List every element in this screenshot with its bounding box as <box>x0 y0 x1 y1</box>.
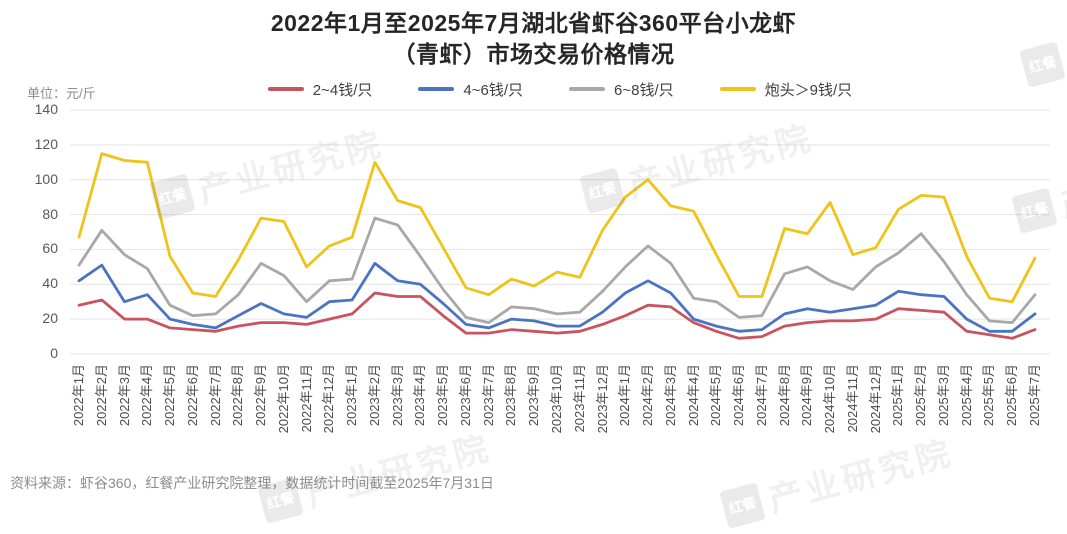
y-axis-label: 100 <box>34 170 58 187</box>
x-axis-label: 2022年12月 <box>321 364 337 434</box>
x-axis-label: 2022年10月 <box>275 364 291 434</box>
x-axis-label: 2024年4月 <box>685 364 701 427</box>
x-axis-label: 2024年7月 <box>753 364 769 427</box>
legend-swatch <box>418 86 455 92</box>
legend-swatch <box>569 86 606 92</box>
y-axis-label: 0 <box>50 345 58 361</box>
series-line-2~4钱/只 <box>77 291 1037 340</box>
x-axis-label: 2024年10月 <box>822 364 838 434</box>
x-axis-label: 2024年3月 <box>662 364 678 427</box>
x-axis-label: 2022年3月 <box>116 364 132 427</box>
legend-item-2~4钱/只: 2~4钱/只 <box>267 79 373 100</box>
x-axis-label: 2025年1月 <box>890 364 906 427</box>
data-source-note: 资料来源：虾谷360，红餐产业研究院整理，数据统计时间截至2025年7月31日 <box>10 475 494 491</box>
x-axis-label: 2025年7月 <box>1027 364 1042 427</box>
legend-item-6~8钱/只: 6~8钱/只 <box>569 79 674 100</box>
series-line-6~8钱/只 <box>77 216 1037 325</box>
x-axis-label: 2024年11月 <box>844 364 860 433</box>
y-axis-label: 80 <box>42 205 58 222</box>
x-axis-label: 2023年4月 <box>412 364 428 427</box>
x-axis-label: 2022年9月 <box>253 364 269 427</box>
legend-swatch <box>719 86 756 92</box>
x-axis-label: 2025年4月 <box>958 364 974 427</box>
x-axis-label: 2023年3月 <box>389 364 405 427</box>
x-axis-label: 2022年2月 <box>93 364 109 427</box>
x-axis-label: 2024年6月 <box>731 364 747 427</box>
legend-label: 6~8钱/只 <box>614 81 674 99</box>
x-axis-label: 2023年1月 <box>344 364 360 427</box>
series-line-炮头＞9钱/只 <box>77 152 1037 304</box>
page-title-line2: （青虾）市场交易价格情况 <box>392 41 675 67</box>
x-axis-label: 2022年7月 <box>207 364 223 427</box>
x-axis-label: 2023年9月 <box>526 364 542 427</box>
x-axis-label: 2024年1月 <box>617 364 633 427</box>
x-axis-label: 2023年12月 <box>594 364 610 434</box>
x-axis-label: 2025年5月 <box>981 364 997 427</box>
unit-label: 单位：元/斤 <box>27 86 96 101</box>
x-axis-label: 2023年11月 <box>571 364 587 433</box>
x-axis-label: 2024年5月 <box>708 364 724 427</box>
x-axis-label: 2023年6月 <box>457 364 473 427</box>
legend-item-4~6钱/只: 4~6钱/只 <box>418 79 523 100</box>
page-title-line1: 2022年1月至2025年7月湖北省虾谷360平台小龙虾 <box>270 10 797 36</box>
x-axis-label: 2024年12月 <box>867 364 883 434</box>
x-axis-label: 2023年10月 <box>549 364 564 434</box>
x-axis-label: 2023年8月 <box>503 364 519 427</box>
legend-label: 2~4钱/只 <box>312 81 373 99</box>
x-axis-label: 2024年8月 <box>776 364 792 427</box>
x-axis-label: 2022年11月 <box>298 364 314 433</box>
price-line-chart <box>70 109 1050 355</box>
series-line-4~6钱/只 <box>77 261 1037 333</box>
y-axis-label: 20 <box>42 310 58 327</box>
x-axis-label: 2023年5月 <box>435 364 451 427</box>
legend-label: 炮头＞9钱/只 <box>764 81 853 99</box>
chart-legend: 2~4钱/只 4~6钱/只 6~8钱/只 炮头＞9钱/只 <box>70 79 1050 99</box>
x-axis-label: 2022年1月 <box>71 364 86 427</box>
x-axis-label: 2022年4月 <box>139 364 155 427</box>
x-axis-label: 2025年3月 <box>935 364 951 427</box>
legend-label: 4~6钱/只 <box>463 81 524 99</box>
x-axis-label: 2022年5月 <box>162 364 178 427</box>
y-axis-label: 120 <box>34 135 58 152</box>
x-axis-label: 2023年7月 <box>480 364 496 427</box>
x-axis-label: 2025年2月 <box>913 364 929 427</box>
x-axis-label: 2024年9月 <box>799 364 815 427</box>
y-axis-label: 60 <box>42 240 58 257</box>
x-axis-label: 2024年2月 <box>640 364 656 427</box>
x-axis-label: 2023年2月 <box>366 364 382 427</box>
page-title: 2022年1月至2025年7月湖北省虾谷360平台小龙虾 （青虾）市场交易价格情… <box>0 8 1067 70</box>
x-axis-label: 2022年8月 <box>230 364 246 427</box>
x-axis-label: 2022年6月 <box>184 364 200 427</box>
y-axis-label: 140 <box>34 101 58 117</box>
legend-swatch <box>267 86 304 92</box>
y-axis-label: 40 <box>42 275 58 292</box>
x-axis-label: 2025年6月 <box>1004 364 1020 427</box>
legend-item-炮头＞9钱/只: 炮头＞9钱/只 <box>719 79 853 100</box>
